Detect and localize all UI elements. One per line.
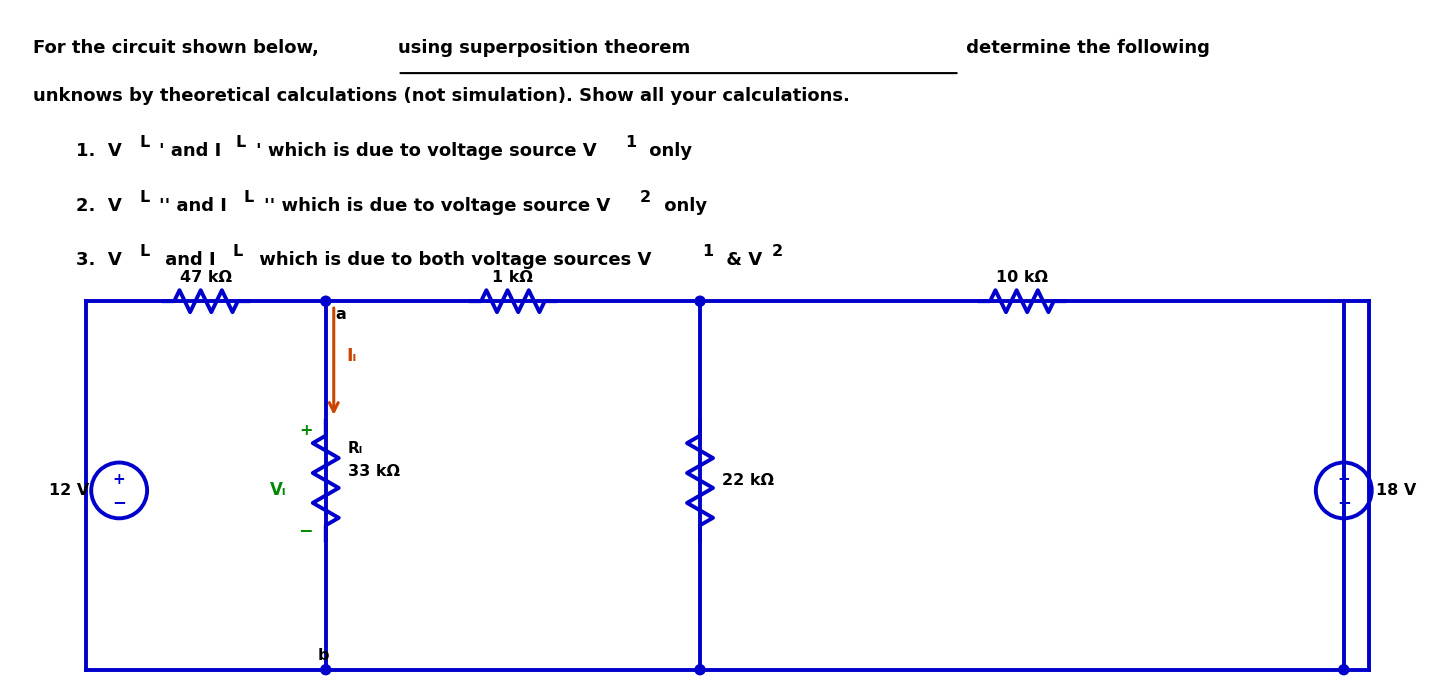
Text: −: − — [1337, 493, 1351, 511]
Text: unknows by theoretical calculations (not simulation). Show all your calculations: unknows by theoretical calculations (not… — [33, 87, 850, 105]
Text: −: − — [299, 521, 313, 539]
Text: L: L — [233, 244, 243, 260]
Circle shape — [321, 296, 331, 306]
Text: −: − — [112, 493, 126, 511]
Text: +: + — [113, 472, 126, 487]
Circle shape — [1339, 665, 1349, 674]
Text: determine the following: determine the following — [960, 39, 1209, 57]
Text: L: L — [243, 189, 255, 205]
Text: 12 V: 12 V — [49, 483, 89, 498]
Text: Iₗ: Iₗ — [346, 347, 356, 365]
Circle shape — [321, 665, 331, 674]
Text: +: + — [1338, 472, 1351, 487]
Text: only: only — [658, 196, 707, 214]
Text: 18 V: 18 V — [1375, 483, 1415, 498]
Text: L: L — [236, 135, 246, 150]
Text: 33 kΩ: 33 kΩ — [348, 464, 399, 479]
Text: For the circuit shown below,: For the circuit shown below, — [33, 39, 325, 57]
Text: L: L — [139, 135, 149, 150]
Text: 1 kΩ: 1 kΩ — [492, 270, 534, 285]
Text: 2.  V: 2. V — [76, 196, 122, 214]
Text: '' which is due to voltage source V: '' which is due to voltage source V — [263, 196, 610, 214]
Text: Rₗ: Rₗ — [348, 441, 363, 456]
Text: only: only — [643, 142, 693, 160]
Text: 1.  V: 1. V — [76, 142, 122, 160]
Text: 22 kΩ: 22 kΩ — [723, 473, 774, 488]
Text: ' which is due to voltage source V: ' which is due to voltage source V — [256, 142, 597, 160]
Circle shape — [695, 665, 705, 674]
Text: a: a — [336, 307, 346, 322]
Circle shape — [695, 296, 705, 306]
Text: +: + — [299, 423, 312, 438]
Text: 2: 2 — [640, 189, 651, 205]
Text: L: L — [139, 189, 149, 205]
Text: 3.  V: 3. V — [76, 251, 122, 269]
Text: 1: 1 — [625, 135, 637, 150]
Text: and I: and I — [159, 251, 216, 269]
Text: ' and I: ' and I — [159, 142, 222, 160]
Text: '' and I: '' and I — [159, 196, 228, 214]
Text: Vₗ: Vₗ — [269, 482, 286, 500]
Text: 1: 1 — [703, 244, 713, 260]
Text: L: L — [139, 244, 149, 260]
Text: b: b — [318, 648, 329, 663]
Text: & V: & V — [720, 251, 763, 269]
Text: 2: 2 — [771, 244, 783, 260]
Text: using superposition theorem: using superposition theorem — [398, 39, 690, 57]
Text: 47 kΩ: 47 kΩ — [180, 270, 232, 285]
Text: 10 kΩ: 10 kΩ — [996, 270, 1047, 285]
Text: which is due to both voltage sources V: which is due to both voltage sources V — [253, 251, 651, 269]
